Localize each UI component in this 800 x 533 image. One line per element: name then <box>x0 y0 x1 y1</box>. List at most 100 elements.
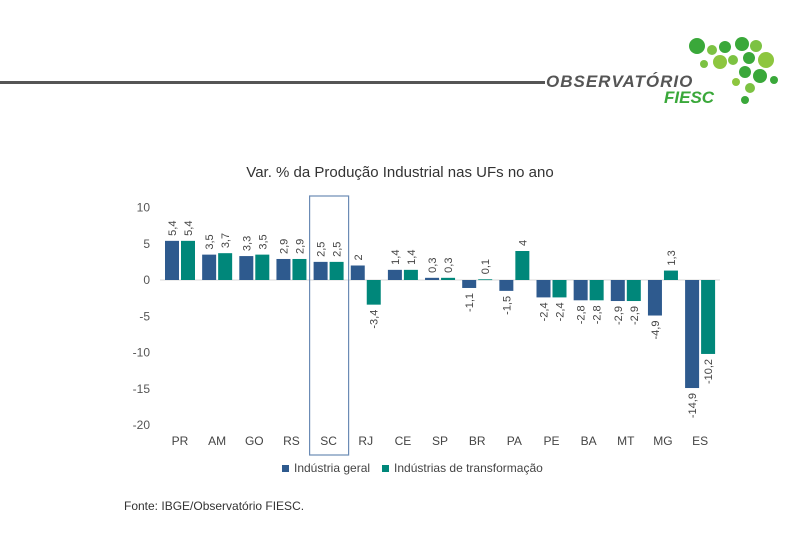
legend: Indústria geral Indústrias de transforma… <box>282 461 543 475</box>
data-label: 0,3 <box>443 258 455 273</box>
data-label: -4,9 <box>650 321 662 340</box>
x-tick-label: ES <box>692 434 708 448</box>
bar <box>552 280 567 298</box>
y-tick-label: 10 <box>137 201 151 215</box>
x-tick-label: BA <box>581 434 597 448</box>
bar <box>329 261 344 280</box>
bar <box>701 280 716 354</box>
data-label: 3,5 <box>204 234 216 249</box>
data-label: 0,1 <box>480 259 492 274</box>
bar <box>478 279 493 281</box>
y-tick-label: -10 <box>133 346 151 360</box>
data-label: 5,4 <box>167 221 179 236</box>
logo-dot <box>741 96 749 104</box>
header-rule <box>0 81 545 84</box>
bar <box>218 253 233 280</box>
data-label: 2 <box>353 254 365 260</box>
bar <box>276 258 291 280</box>
x-tick-label: RJ <box>358 434 373 448</box>
bar <box>255 254 270 280</box>
legend-item-transformacao: Indústrias de transformação <box>382 461 543 475</box>
logo-dot <box>707 45 717 55</box>
logo-dot <box>713 55 727 69</box>
logo-dot <box>732 78 740 86</box>
y-tick-label: 5 <box>143 237 150 251</box>
chart-title: Var. % da Produção Industrial nas UFs no… <box>246 164 554 181</box>
bar <box>239 256 254 280</box>
bar <box>626 280 641 302</box>
data-label: -2,9 <box>629 306 641 325</box>
bar <box>292 258 307 280</box>
bar <box>425 277 440 280</box>
bar <box>387 269 402 280</box>
highlight-box <box>309 195 350 456</box>
bar <box>610 280 625 302</box>
bar <box>515 251 530 280</box>
data-label: -1,1 <box>464 293 476 312</box>
data-label: -2,4 <box>539 302 551 321</box>
x-tick-label: MT <box>617 434 635 448</box>
bar <box>350 265 365 280</box>
x-tick-label: GO <box>245 434 264 448</box>
x-tick-label: BR <box>469 434 486 448</box>
x-tick-label: PE <box>543 434 559 448</box>
x-tick-label: SP <box>432 434 448 448</box>
data-label: -2,8 <box>592 305 604 324</box>
logo-sub: FIESC <box>664 88 715 107</box>
bar <box>202 254 217 280</box>
data-label: 1,4 <box>390 250 402 265</box>
data-label: 2,9 <box>278 239 290 254</box>
data-label: 2,9 <box>294 239 306 254</box>
data-label: 1,4 <box>406 250 418 265</box>
y-tick-label: -5 <box>139 309 150 323</box>
logo-dot <box>743 52 755 64</box>
bar <box>499 280 514 291</box>
x-tick-label: AM <box>208 434 226 448</box>
bar <box>181 240 195 280</box>
bar <box>366 280 381 305</box>
source-note: Fonte: IBGE/Observatório FIESC. <box>124 499 305 513</box>
y-tick-label: 0 <box>143 273 150 287</box>
data-label: -2,4 <box>555 302 567 321</box>
data-label: 2,5 <box>316 242 328 257</box>
bar <box>573 280 588 301</box>
bar <box>462 280 477 288</box>
x-tick-label: PA <box>507 434 522 448</box>
data-label: -2,9 <box>613 306 625 325</box>
bar <box>589 280 604 301</box>
bar <box>647 280 662 316</box>
data-label: -2,8 <box>576 305 588 324</box>
logo-dot <box>745 83 755 93</box>
legend-item-geral: Indústria geral <box>282 461 370 475</box>
data-label: 3,7 <box>220 233 232 248</box>
data-label: -3,4 <box>369 310 381 329</box>
logo-dot <box>739 66 751 78</box>
data-label: -10,2 <box>703 359 715 384</box>
bar <box>313 261 328 280</box>
y-tick-label: -15 <box>133 382 151 396</box>
x-tick-label: CE <box>395 434 412 448</box>
data-label: 2,5 <box>332 242 344 257</box>
x-tick-label: MG <box>653 434 672 448</box>
logo-dot <box>700 60 708 68</box>
bar <box>663 270 678 280</box>
logo-dot <box>728 55 738 65</box>
logo-text: OBSERVATÓRIO <box>546 72 694 91</box>
data-label: 3,3 <box>241 236 253 251</box>
bar <box>165 240 179 280</box>
bar <box>536 280 551 298</box>
x-tick-label: RS <box>283 434 300 448</box>
logo-dot <box>735 37 749 51</box>
logo-dot <box>770 76 778 84</box>
y-tick-label: -20 <box>133 418 151 432</box>
data-label: 4 <box>517 240 529 246</box>
data-label: 1,3 <box>666 250 678 265</box>
logo-dot <box>750 40 762 52</box>
data-label: 3,5 <box>257 234 269 249</box>
bar <box>441 277 456 280</box>
bar <box>685 280 700 389</box>
logo-dot <box>758 52 774 68</box>
